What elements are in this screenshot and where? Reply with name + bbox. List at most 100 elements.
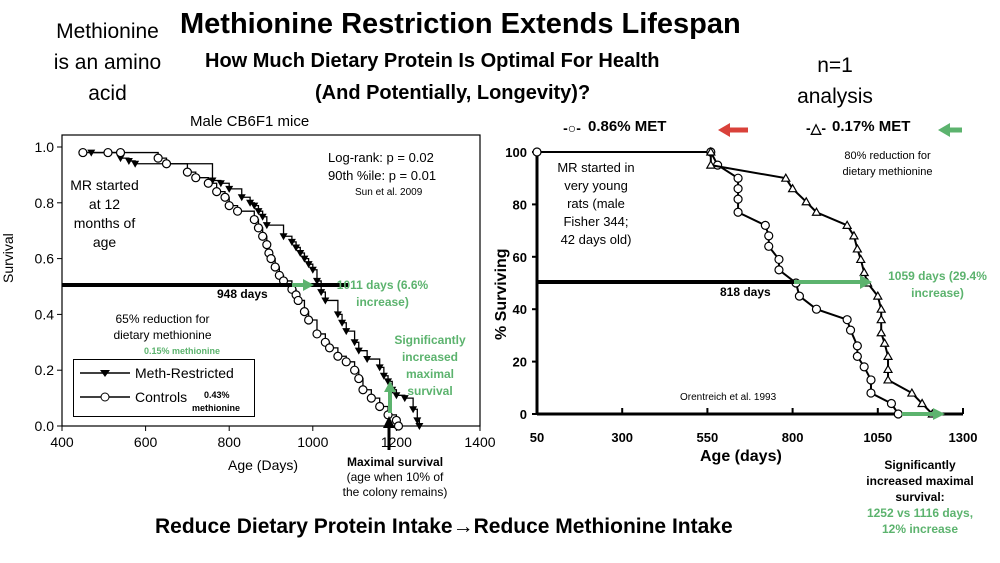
data-point-circle [893, 409, 903, 419]
plot-frame [61, 134, 481, 427]
left-citation: Sun et al. 2009 [355, 187, 423, 198]
data-point-circle [258, 231, 268, 241]
data-point-circle [774, 265, 784, 275]
data-point-circle [304, 315, 314, 325]
y-tick-label: 0.2 [35, 362, 55, 378]
data-point-circle [324, 343, 335, 353]
data-point-circle [220, 192, 230, 202]
note-line: Maximal survival [346, 455, 444, 469]
note-line: 1059 days (29.4% [888, 269, 987, 283]
legend-low-met: 0.17% MET [832, 118, 911, 135]
data-point-circle [212, 187, 222, 197]
data-point-triangle [287, 238, 296, 246]
data-point-triangle [350, 339, 359, 347]
note-line: Fisher 344; [563, 214, 629, 229]
y-tick-label: 20 [513, 355, 527, 370]
left-chart-title: Male CB6F1 mice [190, 113, 310, 130]
data-point-triangle [258, 213, 267, 221]
data-point-circle [842, 315, 852, 325]
left-mr-start-note: MR started at 12 months of age [62, 176, 147, 252]
data-point-triangle [237, 194, 246, 202]
data-point-circle [341, 357, 351, 367]
median-arrowhead-left [303, 279, 314, 291]
subtitle-line1: How Much Dietary Protein Is Optimal For … [205, 50, 660, 72]
data-point-triangle [262, 222, 271, 230]
y-tick-label: 80 [513, 197, 527, 212]
data-point-triangle [872, 290, 883, 300]
data-point-circle [333, 351, 343, 361]
note-line: months of [73, 215, 136, 231]
data-point-circle [852, 341, 862, 351]
left-median-control: 948 days [217, 287, 268, 301]
y-tick-label: 0 [520, 407, 527, 422]
side-left-line: is an amino [53, 51, 162, 74]
y-tick-label: 0.8 [35, 195, 55, 211]
data-point-triangle [917, 398, 928, 408]
note-line: Significantly [884, 458, 956, 472]
data-point-circle [266, 254, 276, 264]
data-point-circle [253, 223, 264, 233]
data-point-circle [232, 206, 243, 216]
data-point-circle [733, 184, 743, 194]
note-line: at 12 [88, 196, 121, 212]
data-point-triangle [246, 199, 255, 207]
x-tick-label: 400 [50, 434, 74, 450]
note-line: dietary methionine [113, 328, 212, 342]
data-point-circle [764, 231, 774, 241]
data-point-triangle [855, 254, 866, 264]
note-line: (age when 10% of [346, 470, 444, 484]
y-tick-label: 40 [513, 302, 527, 317]
x-tick-label: 300 [611, 430, 633, 445]
x-tick-label: 1300 [949, 430, 978, 445]
note-line: MR started in [557, 160, 635, 175]
data-point-circle [733, 194, 743, 204]
data-point-triangle [300, 255, 309, 263]
data-point-circle [249, 214, 259, 225]
x-tick-label: 1050 [863, 430, 892, 445]
data-point-circle [354, 373, 364, 384]
data-point-circle [866, 388, 876, 398]
note-line: survival: [895, 490, 945, 504]
x-tick-label: 800 [782, 430, 804, 445]
data-point-triangle [308, 266, 317, 274]
legend-high-met: 0.86% MET [588, 118, 667, 135]
note-line: rats (male [567, 196, 625, 211]
left-reduction-note: 65% reduction for dietary methionine [100, 311, 225, 343]
left-max-significance: Significantly increased maximal survival [385, 332, 475, 400]
data-point-triangle [705, 146, 716, 156]
data-point-triangle [811, 207, 822, 216]
data-point-triangle [354, 347, 363, 355]
data-point-triangle [124, 157, 133, 165]
side-left-line: Methionine [56, 20, 159, 43]
note-line: increased [401, 350, 459, 364]
data-point-triangle [312, 277, 321, 285]
side-right-line: analysis [797, 85, 873, 108]
data-point-triangle [317, 289, 326, 297]
note-line: survival [407, 384, 453, 398]
data-point-triangle [705, 159, 716, 169]
note-line: 1011 days (6.6% [336, 278, 429, 292]
data-point-circle [299, 307, 310, 317]
right-median-mr: 1059 days (29.4% increase) [875, 268, 1000, 302]
data-point-circle [358, 385, 368, 395]
note-line: increase) [911, 286, 964, 300]
note-line: increased maximal [866, 474, 974, 488]
data-point-triangle [413, 417, 422, 425]
data-point-triangle [842, 220, 853, 229]
data-point-triangle [882, 351, 894, 360]
x-tick-label: 550 [697, 430, 719, 445]
data-point-triangle [279, 233, 288, 241]
data-point-circle [161, 159, 172, 169]
data-point-triangle [379, 372, 388, 380]
left-mr-dose: 0.15% methionine [144, 346, 221, 356]
data-point-circle [811, 304, 822, 314]
data-point-circle [375, 401, 385, 412]
y-tick-label: 100 [505, 145, 527, 160]
green-arrowhead-icon [938, 123, 950, 137]
legend-circle-icon [100, 392, 110, 402]
data-point-triangle [384, 378, 393, 386]
data-point-circle [774, 254, 784, 265]
data-point-triangle [415, 423, 424, 430]
